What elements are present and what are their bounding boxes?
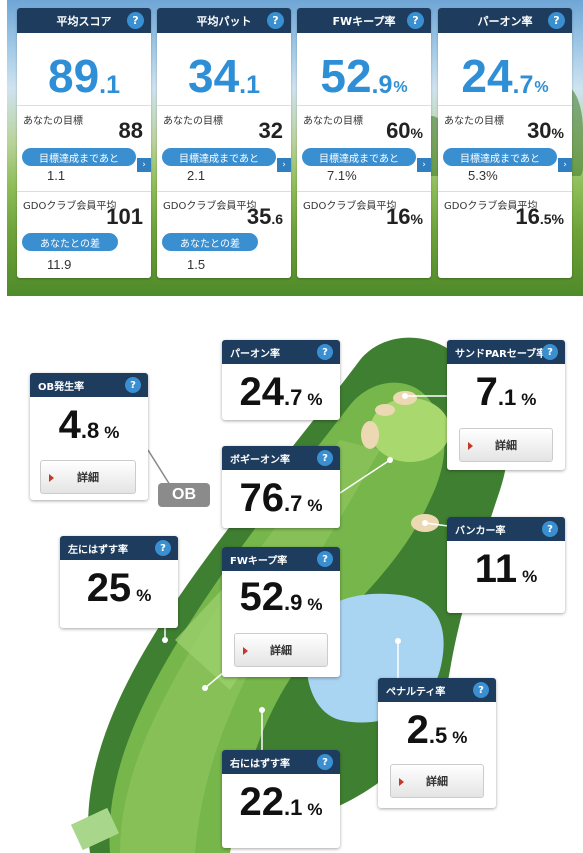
triangle-right-icon: [243, 647, 248, 655]
help-icon[interactable]: ?: [155, 540, 171, 556]
help-icon[interactable]: ?: [407, 12, 424, 29]
stat-left-miss: 左にはずす率? 25%: [60, 536, 178, 628]
remaining-value: 7.1%: [327, 168, 357, 183]
gdo-average-row: GDOクラブ会員平均 16.5%: [438, 191, 572, 231]
stat-right-miss: 右にはずす率? 22.1%: [222, 750, 340, 848]
help-icon[interactable]: ?: [125, 377, 141, 393]
card-title: 平均スコア: [56, 14, 112, 28]
main-value: 24.7%: [461, 50, 549, 102]
card-title: FWキープ率: [332, 14, 396, 28]
stat-value: 24.7%: [239, 370, 323, 414]
diff-value: 11.9: [47, 257, 72, 272]
triangle-right-icon: [468, 442, 473, 450]
help-icon[interactable]: ?: [317, 754, 333, 770]
arrow-right-icon[interactable]: ›: [277, 158, 291, 172]
goal-row: あなたの目標 32: [157, 105, 291, 143]
stat-card-par-on: パーオン率? 24.7% あなたの目標 30% 目標達成まであと › 5.3% G…: [438, 8, 572, 278]
triangle-right-icon: [49, 474, 54, 482]
triangle-right-icon: [399, 778, 404, 786]
stat-bogey-on: ボギーオン率? 76.7%: [222, 446, 340, 528]
stat-value: 2.5%: [406, 708, 468, 752]
diff-badge: あなたとの差: [22, 233, 118, 251]
help-icon[interactable]: ?: [542, 344, 558, 360]
stat-fw-keep: FWキープ率? 52.9% 詳細: [222, 547, 340, 677]
stat-value: 76.7%: [239, 476, 323, 520]
stat-value: 52.9%: [239, 575, 323, 619]
course-map: OB OB発生率? 4.8% 詳細 パーオン率? 24.7% サンドPARセーブ…: [0, 310, 583, 853]
card-title: 平均パット: [196, 14, 252, 28]
stat-value: 25%: [86, 566, 152, 610]
callout-title: ペナルティ率: [386, 686, 446, 698]
stat-value: 7.1%: [475, 370, 537, 414]
goal-row: あなたの目標 88: [17, 105, 151, 143]
stat-ob-rate: OB発生率? 4.8% 詳細: [30, 373, 148, 500]
detail-button[interactable]: 詳細: [234, 633, 328, 667]
gdo-average-row: GDOクラブ会員平均 35.6: [157, 191, 291, 231]
stat-sand-par-save: サンドPARセーブ率? 7.1% 詳細: [447, 340, 565, 470]
goal-row: あなたの目標 30%: [438, 105, 572, 143]
help-icon[interactable]: ?: [542, 521, 558, 537]
diff-badge: あなたとの差: [162, 233, 258, 251]
detail-button[interactable]: 詳細: [390, 764, 484, 798]
stat-value: 4.8%: [58, 403, 120, 447]
callout-title: ボギーオン率: [230, 454, 290, 466]
remaining-badge: 目標達成まであと: [22, 148, 136, 166]
main-value: 89.1: [47, 50, 121, 102]
stat-par-on: パーオン率? 24.7%: [222, 340, 340, 420]
remaining-value: 5.3%: [468, 168, 498, 183]
main-value: 52.9%: [320, 50, 408, 102]
gdo-average-row: GDOクラブ会員平均 101: [17, 191, 151, 231]
help-icon[interactable]: ?: [317, 344, 333, 360]
callout-title: サンドPARセーブ率: [455, 348, 547, 360]
remaining-value: 1.1: [47, 168, 66, 183]
stat-penalty: ペナルティ率? 2.5% 詳細: [378, 678, 496, 808]
stat-card-average-putt: 平均パット? 34.1 あなたの目標 32 目標達成まであと › 2.1 GDOク…: [157, 8, 291, 278]
remaining-badge: 目標達成まであと: [302, 148, 416, 166]
help-icon[interactable]: ?: [127, 12, 144, 29]
remaining-badge: 目標達成まであと: [162, 148, 276, 166]
arrow-right-icon[interactable]: ›: [558, 158, 572, 172]
stat-value: 11%: [474, 547, 538, 591]
callout-title: バンカー率: [455, 525, 506, 537]
callout-title: 左にはずす率: [68, 544, 128, 556]
gdo-average-row: GDOクラブ会員平均 16%: [297, 191, 431, 231]
callout-title: OB発生率: [38, 381, 85, 393]
remaining-badge: 目標達成まであと: [443, 148, 557, 166]
ob-badge: OB: [158, 483, 210, 507]
callout-title: FWキープ率: [230, 555, 288, 567]
stat-card-fw-keep: FWキープ率? 52.9% あなたの目標 60% 目標達成まであと › 7.1% …: [297, 8, 431, 278]
main-value: 34.1: [187, 50, 261, 102]
stat-value: 22.1%: [239, 780, 323, 824]
goal-row: あなたの目標 60%: [297, 105, 431, 143]
help-icon[interactable]: ?: [267, 12, 284, 29]
stats-banner: 平均スコア? 89.1 あなたの目標 88 目標達成まであと › 1.1 GDOク…: [7, 0, 583, 296]
help-icon[interactable]: ?: [317, 450, 333, 466]
card-title: パーオン率: [477, 14, 533, 28]
detail-button[interactable]: 詳細: [40, 460, 136, 494]
stat-card-average-score: 平均スコア? 89.1 あなたの目標 88 目標達成まであと › 1.1 GDOク…: [17, 8, 151, 278]
stat-bunker: バンカー率? 11%: [447, 517, 565, 613]
callout-title: 右にはずす率: [230, 758, 290, 770]
help-icon[interactable]: ?: [548, 12, 565, 29]
remaining-value: 2.1: [187, 168, 206, 183]
callout-title: パーオン率: [230, 348, 280, 360]
arrow-right-icon[interactable]: ›: [137, 158, 151, 172]
arrow-right-icon[interactable]: ›: [417, 158, 431, 172]
detail-button[interactable]: 詳細: [459, 428, 553, 462]
diff-value: 1.5: [187, 257, 206, 272]
help-icon[interactable]: ?: [317, 551, 333, 567]
help-icon[interactable]: ?: [473, 682, 489, 698]
